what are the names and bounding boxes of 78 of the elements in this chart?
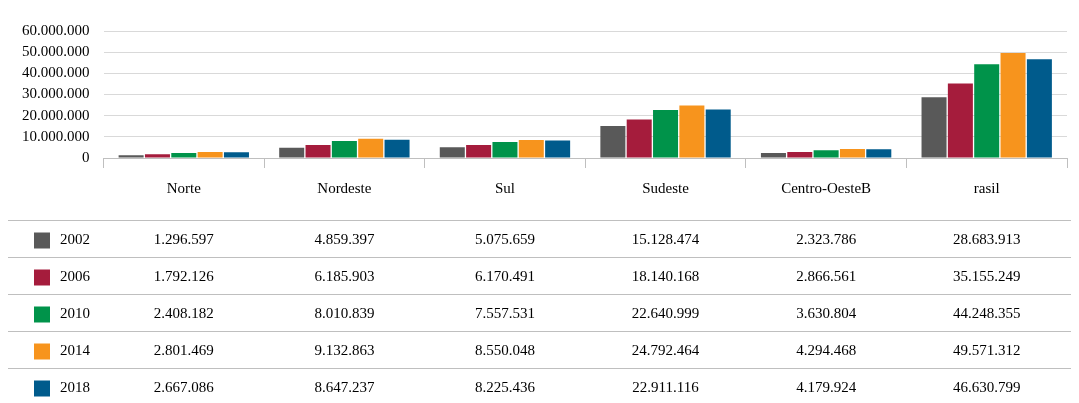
data-label: 2.408.182 [153, 305, 214, 322]
data-label: 9.132.863 [314, 342, 375, 359]
bar [331, 141, 357, 158]
data-label: 8.010.839 [314, 305, 375, 322]
y-tick-label: 0 [82, 148, 90, 165]
bar [118, 155, 144, 158]
bar [384, 139, 410, 158]
bar [358, 138, 384, 158]
bar [600, 125, 626, 158]
data-label: 6.170.491 [474, 268, 535, 285]
data-label: 4.179.924 [796, 379, 857, 396]
bar [279, 147, 305, 158]
legend-label: 2010 [60, 305, 90, 322]
x-tick-label: Sul [494, 179, 515, 196]
data-label: 5.075.659 [474, 231, 535, 248]
bar [947, 83, 973, 158]
bar [466, 144, 492, 158]
legend-label: 2018 [60, 379, 90, 396]
bar [866, 149, 892, 158]
data-label: 24.792.464 [631, 342, 700, 359]
data-label: 6.185.903 [314, 268, 375, 285]
bar [197, 152, 223, 158]
x-tick-label: Centro-OesteB [781, 179, 872, 196]
data-label: 1.792.126 [153, 268, 215, 285]
bar [760, 153, 786, 158]
data-label: 28.683.913 [952, 231, 1021, 248]
bar [144, 154, 170, 158]
bar [1026, 59, 1052, 158]
x-tick-label: Sudeste [642, 179, 690, 196]
data-label: 2.866.561 [796, 268, 857, 285]
data-label: 49.571.312 [952, 342, 1021, 359]
data-label: 22.911.116 [632, 379, 700, 396]
data-label: 3.630.804 [796, 305, 857, 322]
bar [492, 142, 518, 158]
legend-label: 2006 [60, 268, 91, 285]
bar [679, 105, 705, 158]
bar [974, 64, 1000, 158]
data-label: 8.225.436 [474, 379, 536, 396]
x-tick-label: Nordeste [317, 179, 372, 196]
bar [787, 151, 813, 158]
bar [813, 150, 839, 158]
legend-label: 2014 [60, 342, 91, 359]
data-label: 8.550.048 [474, 342, 535, 359]
data-label: 2.801.469 [153, 342, 214, 359]
data-label: 44.248.355 [952, 305, 1021, 322]
bar [518, 139, 544, 158]
bar [705, 109, 731, 158]
bar [653, 110, 679, 158]
bar [223, 152, 249, 158]
data-label: 46.630.799 [952, 379, 1021, 396]
data-label: 7.557.531 [474, 305, 535, 322]
y-tick-label: 10.000.000 [22, 127, 90, 144]
x-tick-label: rasil [973, 179, 1000, 196]
data-label: 22.640.999 [631, 305, 700, 322]
data-label: 4.294.468 [796, 342, 857, 359]
y-tick-label: 20.000.000 [22, 106, 90, 123]
data-label: 8.647.237 [314, 379, 375, 396]
bar [305, 144, 331, 158]
bar [626, 119, 652, 158]
y-tick-label: 40.000.000 [22, 64, 90, 81]
x-tick-label: Norte [166, 179, 202, 196]
y-tick-label: 60.000.000 [22, 21, 90, 38]
data-label: 18.140.168 [631, 268, 700, 285]
legend-label: 2002 [60, 231, 90, 248]
bar [1000, 53, 1026, 158]
y-tick-label: 50.000.000 [22, 43, 90, 60]
bar [921, 97, 947, 158]
data-label: 2.667.086 [153, 379, 215, 396]
data-label: 1.296.597 [153, 231, 215, 248]
data-label: 35.155.249 [952, 268, 1021, 285]
data-label: 2.323.786 [796, 231, 857, 248]
bar [439, 147, 465, 158]
bar [839, 148, 865, 158]
y-tick-label: 30.000.000 [22, 85, 90, 102]
data-label: 15.128.474 [631, 231, 700, 248]
bar [171, 152, 197, 158]
bar [545, 140, 571, 158]
data-label: 4.859.397 [314, 231, 375, 248]
